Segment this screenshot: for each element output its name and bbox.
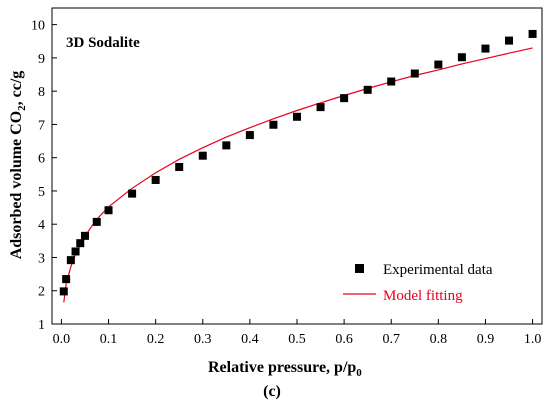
chart-annotation: 3D Sodalite	[66, 35, 140, 51]
legend-label-experimental: Experimental data	[383, 262, 493, 278]
y-tick-label: 9	[38, 52, 45, 67]
y-tick-label: 7	[38, 118, 45, 133]
data-point	[293, 112, 301, 121]
data-point	[340, 94, 349, 103]
y-axis-label-subscript: 2	[16, 105, 28, 111]
x-tick-label: 0.0	[53, 332, 71, 347]
data-point	[59, 287, 68, 296]
data-point	[245, 131, 254, 140]
data-point	[505, 36, 514, 45]
data-point	[92, 217, 101, 226]
x-tick-label: 0.5	[288, 332, 306, 347]
x-tick-label: 0.7	[382, 332, 400, 347]
data-point	[62, 275, 71, 284]
data-point	[128, 189, 137, 198]
data-point	[104, 206, 113, 215]
data-point	[222, 141, 231, 150]
y-tick-label: 10	[31, 19, 45, 34]
data-point	[80, 231, 89, 240]
legend: Experimental data Model fitting	[343, 262, 493, 304]
figure-caption: (c)	[263, 383, 281, 400]
x-tick-label: 0.3	[194, 332, 212, 347]
x-tick-label: 0.6	[335, 332, 353, 347]
x-tick-label: 0.1	[100, 332, 118, 347]
data-point	[434, 60, 443, 69]
y-tick-label: 1	[38, 318, 45, 333]
data-point	[175, 162, 184, 171]
data-point	[528, 29, 537, 38]
experimental-data-markers	[59, 29, 537, 296]
x-axis: 0.0 0.1 0.2 0.3 0.4 0.5 0.6 0.7 0.8 0.9 1.0	[53, 319, 542, 347]
data-point	[316, 103, 325, 112]
y-tick-label: 4	[38, 218, 45, 233]
y-axis-label: Adsorbed volume CO2, cc/g	[8, 71, 28, 260]
data-point	[481, 44, 490, 53]
y-tick-label: 2	[38, 285, 45, 300]
x-tick-label: 0.4	[241, 332, 259, 347]
legend-label-model: Model fitting	[383, 288, 463, 304]
y-axis-label-pre: Adsorbed volume CO	[8, 111, 25, 259]
x-tick-label: 1.0	[524, 332, 542, 347]
y-tick-label: 3	[38, 251, 45, 266]
data-point	[363, 85, 372, 94]
data-point	[410, 69, 419, 78]
data-point	[76, 239, 85, 248]
x-axis-label-main: Relative pressure, p/p	[208, 359, 356, 376]
legend-marker-experimental	[355, 264, 364, 273]
data-point	[269, 120, 278, 129]
x-axis-label-subscript: 0	[356, 367, 362, 379]
data-point	[151, 175, 160, 184]
y-tick-label: 6	[38, 152, 45, 167]
data-point	[457, 53, 466, 62]
x-tick-label: 0.2	[147, 332, 165, 347]
data-point	[387, 77, 396, 86]
y-tick-label: 8	[38, 85, 45, 100]
y-axis: 1 2 3 4 5 6 7 8 9 10	[31, 19, 57, 333]
y-tick-label: 5	[38, 185, 45, 200]
data-point	[198, 151, 207, 160]
x-tick-label: 0.8	[430, 332, 448, 347]
y-axis-label-post: , cc/g	[8, 71, 25, 106]
data-point	[71, 247, 80, 256]
data-point	[66, 256, 75, 265]
x-axis-label: Relative pressure, p/p0	[208, 359, 362, 379]
x-tick-label: 0.9	[477, 332, 495, 347]
